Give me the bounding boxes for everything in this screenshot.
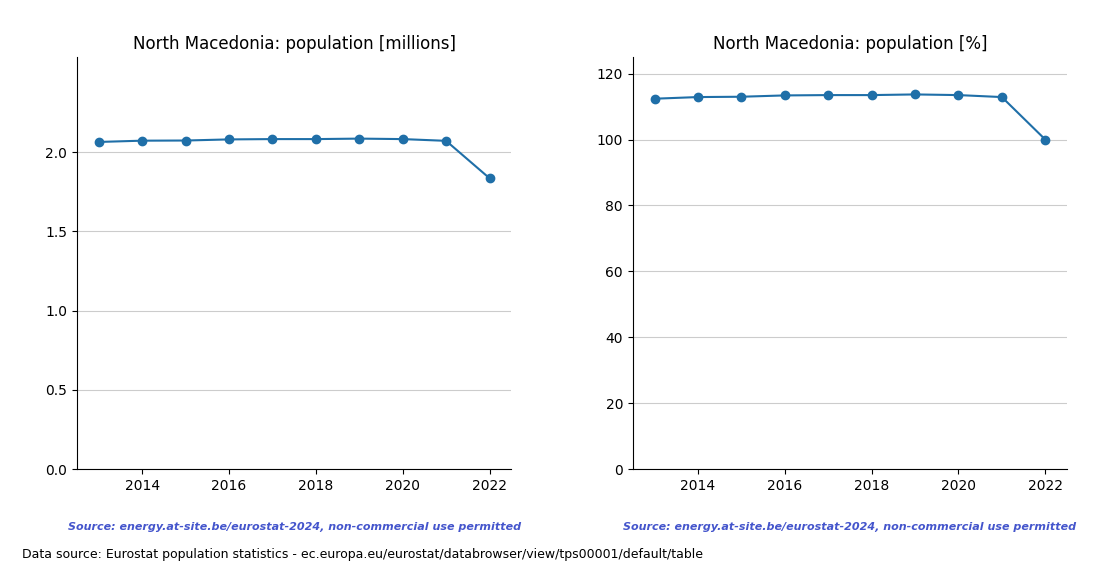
Text: Source: energy.at-site.be/eurostat-2024, non-commercial use permitted: Source: energy.at-site.be/eurostat-2024,… xyxy=(624,522,1077,532)
Title: North Macedonia: population [millions]: North Macedonia: population [millions] xyxy=(133,35,455,53)
Title: North Macedonia: population [%]: North Macedonia: population [%] xyxy=(713,35,987,53)
Text: Data source: Eurostat population statistics - ec.europa.eu/eurostat/databrowser/: Data source: Eurostat population statist… xyxy=(22,547,703,561)
Text: Source: energy.at-site.be/eurostat-2024, non-commercial use permitted: Source: energy.at-site.be/eurostat-2024,… xyxy=(67,522,520,532)
